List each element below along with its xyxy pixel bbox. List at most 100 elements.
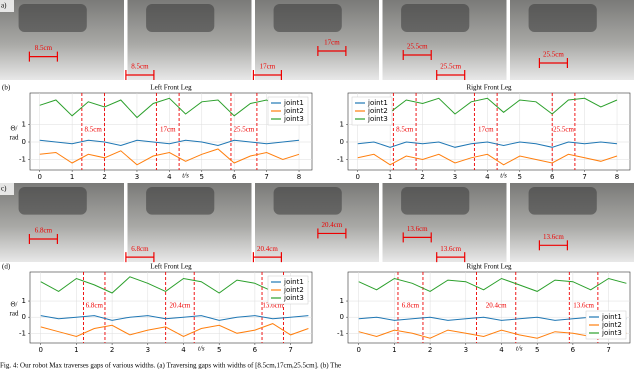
x-axis-label: t/s: [198, 345, 205, 353]
x-tick-label: 1: [74, 346, 78, 354]
plot-frame: [29, 92, 313, 171]
series-line: [358, 316, 627, 321]
gap-label: 8.5cm: [35, 44, 53, 52]
legend-label: joint3: [601, 329, 622, 337]
y-tick-label: -1: [337, 156, 344, 164]
gap-label: 20.4cm: [170, 302, 191, 310]
y-tick-label: 0: [340, 138, 344, 146]
gap-label: 25.5cm: [407, 43, 428, 51]
x-tick-label: 6: [571, 346, 576, 354]
legend-label: joint1: [283, 99, 304, 107]
robot-silhouette: [528, 187, 597, 215]
gap-label: 8.5cm: [396, 126, 414, 134]
gap-label: 13.6cm: [440, 245, 461, 253]
x-tick-label: 0: [355, 173, 359, 181]
gap-label: 17cm: [160, 126, 176, 134]
x-axis-label: t/s: [182, 172, 189, 180]
series-line: [357, 141, 618, 148]
gap-label: 25.5cm: [543, 51, 564, 59]
gap-label: 25.5cm: [553, 126, 574, 134]
caption: Fig. 4: Our robot Max traverses gaps of …: [0, 362, 341, 370]
y-tick-label: -1: [19, 329, 26, 337]
x-tick-label: 6: [550, 173, 555, 181]
x-tick-label: 0: [38, 346, 42, 354]
x-tick-label: 6: [232, 173, 237, 181]
legend-label: joint2: [601, 321, 622, 329]
gap-label: 17cm: [478, 126, 494, 134]
legend-label: joint1: [601, 313, 622, 321]
panel-label: c): [1, 185, 7, 193]
x-tick-label: 5: [518, 173, 522, 181]
x-tick-label: 3: [453, 173, 457, 181]
x-tick-label: 5: [535, 346, 539, 354]
chart-title: Right Front Leg: [466, 84, 512, 92]
x-tick-label: 3: [464, 346, 468, 354]
x-tick-label: 0: [37, 173, 41, 181]
robot-silhouette: [528, 4, 597, 32]
panel-label: (b): [2, 84, 11, 92]
plot-frame: [29, 271, 313, 344]
robot-silhouette: [146, 187, 215, 215]
panel-label-bg: [0, 183, 14, 195]
legend-label: joint1: [283, 278, 304, 286]
legend-label: joint1: [367, 99, 388, 107]
robot-silhouette: [401, 4, 470, 32]
y-axis-label: Θ/rad: [10, 124, 19, 141]
gap-label: 25.5cm: [440, 63, 461, 71]
y-tick-label: 1: [22, 297, 26, 305]
series-line: [40, 315, 309, 321]
gap-label: 8.5cm: [131, 63, 149, 71]
chart-title: Right Front Leg: [466, 263, 512, 271]
legend-label: joint3: [283, 294, 304, 302]
y-tick-label: -1: [19, 156, 26, 164]
robot-silhouette: [18, 187, 87, 215]
legend-label: joint3: [283, 115, 304, 123]
series-line: [357, 153, 618, 166]
legend-label: joint2: [283, 286, 304, 294]
gap-label: 20.4cm: [321, 221, 342, 229]
legend-label: joint2: [283, 107, 304, 115]
series-line: [39, 139, 300, 147]
x-tick-label: 7: [606, 346, 610, 354]
plot-frame: [347, 271, 631, 344]
gap-label: 13.6cm: [262, 302, 283, 310]
x-tick-label: 2: [102, 173, 106, 181]
x-tick-label: 1: [70, 173, 74, 181]
robot-silhouette: [273, 4, 342, 32]
y-tick-label: 0: [340, 313, 344, 321]
x-tick-label: 4: [499, 346, 504, 354]
gap-label: 25.5cm: [234, 126, 255, 134]
robot-silhouette: [401, 187, 470, 215]
robot-silhouette: [146, 4, 215, 32]
panel-label-bg: [0, 0, 14, 12]
x-tick-label: 1: [392, 346, 396, 354]
gap-label: 6.8cm: [35, 227, 53, 235]
series-line: [40, 276, 309, 294]
x-tick-label: 0: [356, 346, 360, 354]
gap-label: 13.6cm: [407, 225, 428, 233]
x-tick-label: 2: [428, 346, 432, 354]
gap-label: 17cm: [260, 63, 276, 71]
chart-title: Left Front Leg: [150, 263, 192, 271]
legend-label: joint3: [367, 115, 388, 123]
x-tick-label: 8: [297, 173, 301, 181]
gap-label: 17cm: [324, 39, 340, 47]
y-tick-label: 1: [340, 121, 344, 129]
x-tick-label: 2: [110, 346, 114, 354]
y-tick-label: 1: [22, 121, 26, 129]
series-line: [358, 277, 627, 292]
series-line: [40, 323, 309, 338]
robot-silhouette: [18, 4, 87, 32]
x-tick-label: 6: [253, 346, 258, 354]
x-tick-label: 1: [388, 173, 392, 181]
x-tick-label: 4: [485, 173, 490, 181]
x-tick-label: 3: [135, 173, 139, 181]
x-axis-label: t/s: [500, 172, 507, 180]
gap-label: 20.4cm: [486, 302, 507, 310]
y-tick-label: 0: [22, 313, 26, 321]
panel-label: a): [1, 2, 7, 10]
gap-label: 13.6cm: [543, 233, 564, 241]
gap-label: 6.8cm: [86, 302, 104, 310]
gap-label: 6.8cm: [402, 302, 420, 310]
y-tick-label: 1: [340, 297, 344, 305]
